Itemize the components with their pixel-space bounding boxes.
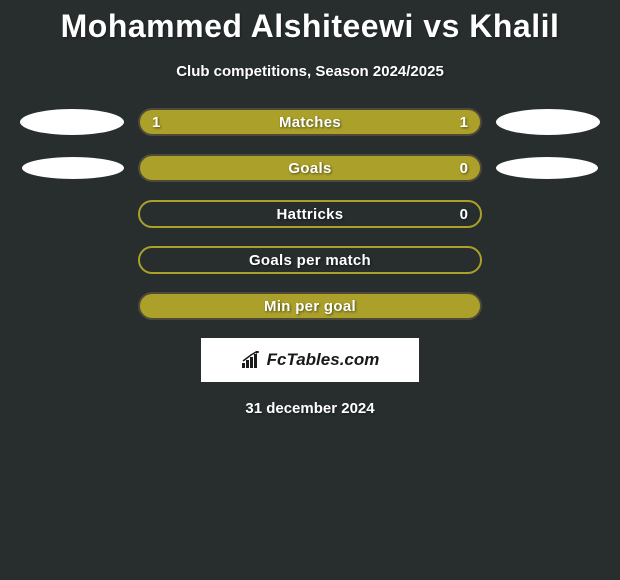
stat-row-goals: Goals 0 <box>0 154 620 182</box>
left-player-marker <box>20 109 124 135</box>
logo-label: FcTables.com <box>267 350 380 370</box>
right-player-marker <box>496 157 598 179</box>
stat-bar: Hattricks 0 <box>138 200 482 228</box>
stat-bar: Goals per match <box>138 246 482 274</box>
comparison-date: 31 december 2024 <box>0 400 620 417</box>
left-player-marker <box>22 157 124 179</box>
right-value: 0 <box>460 206 468 223</box>
marker-placeholder <box>496 247 600 273</box>
marker-placeholder <box>20 293 124 319</box>
stat-bar: Min per goal <box>138 292 482 320</box>
stat-label: Goals per match <box>249 252 371 269</box>
stat-label: Matches <box>279 114 341 131</box>
marker-placeholder <box>20 247 124 273</box>
stat-row-hattricks: Hattricks 0 <box>0 200 620 228</box>
source-logo: FcTables.com <box>201 338 419 382</box>
bar-chart-icon <box>241 351 263 369</box>
right-value: 1 <box>460 114 468 131</box>
stat-row-goals-per-match: Goals per match <box>0 246 620 274</box>
stat-row-matches: 1 Matches 1 <box>0 108 620 136</box>
stat-label: Hattricks <box>277 206 344 223</box>
stat-bar: 1 Matches 1 <box>138 108 482 136</box>
marker-placeholder <box>496 201 600 227</box>
comparison-subtitle: Club competitions, Season 2024/2025 <box>0 63 620 80</box>
stat-label: Goals <box>288 160 331 177</box>
logo-text: FcTables.com <box>241 350 380 370</box>
right-value: 0 <box>460 160 468 177</box>
stat-bar: Goals 0 <box>138 154 482 182</box>
marker-placeholder <box>496 293 600 319</box>
stat-label: Min per goal <box>264 298 356 315</box>
left-value: 1 <box>152 114 160 131</box>
comparison-chart: 1 Matches 1 Goals 0 Hattricks 0 Goals pe… <box>0 108 620 320</box>
comparison-title: Mohammed Alshiteewi vs Khalil <box>0 0 620 45</box>
right-player-marker <box>496 109 600 135</box>
stat-row-min-per-goal: Min per goal <box>0 292 620 320</box>
marker-placeholder <box>20 201 124 227</box>
